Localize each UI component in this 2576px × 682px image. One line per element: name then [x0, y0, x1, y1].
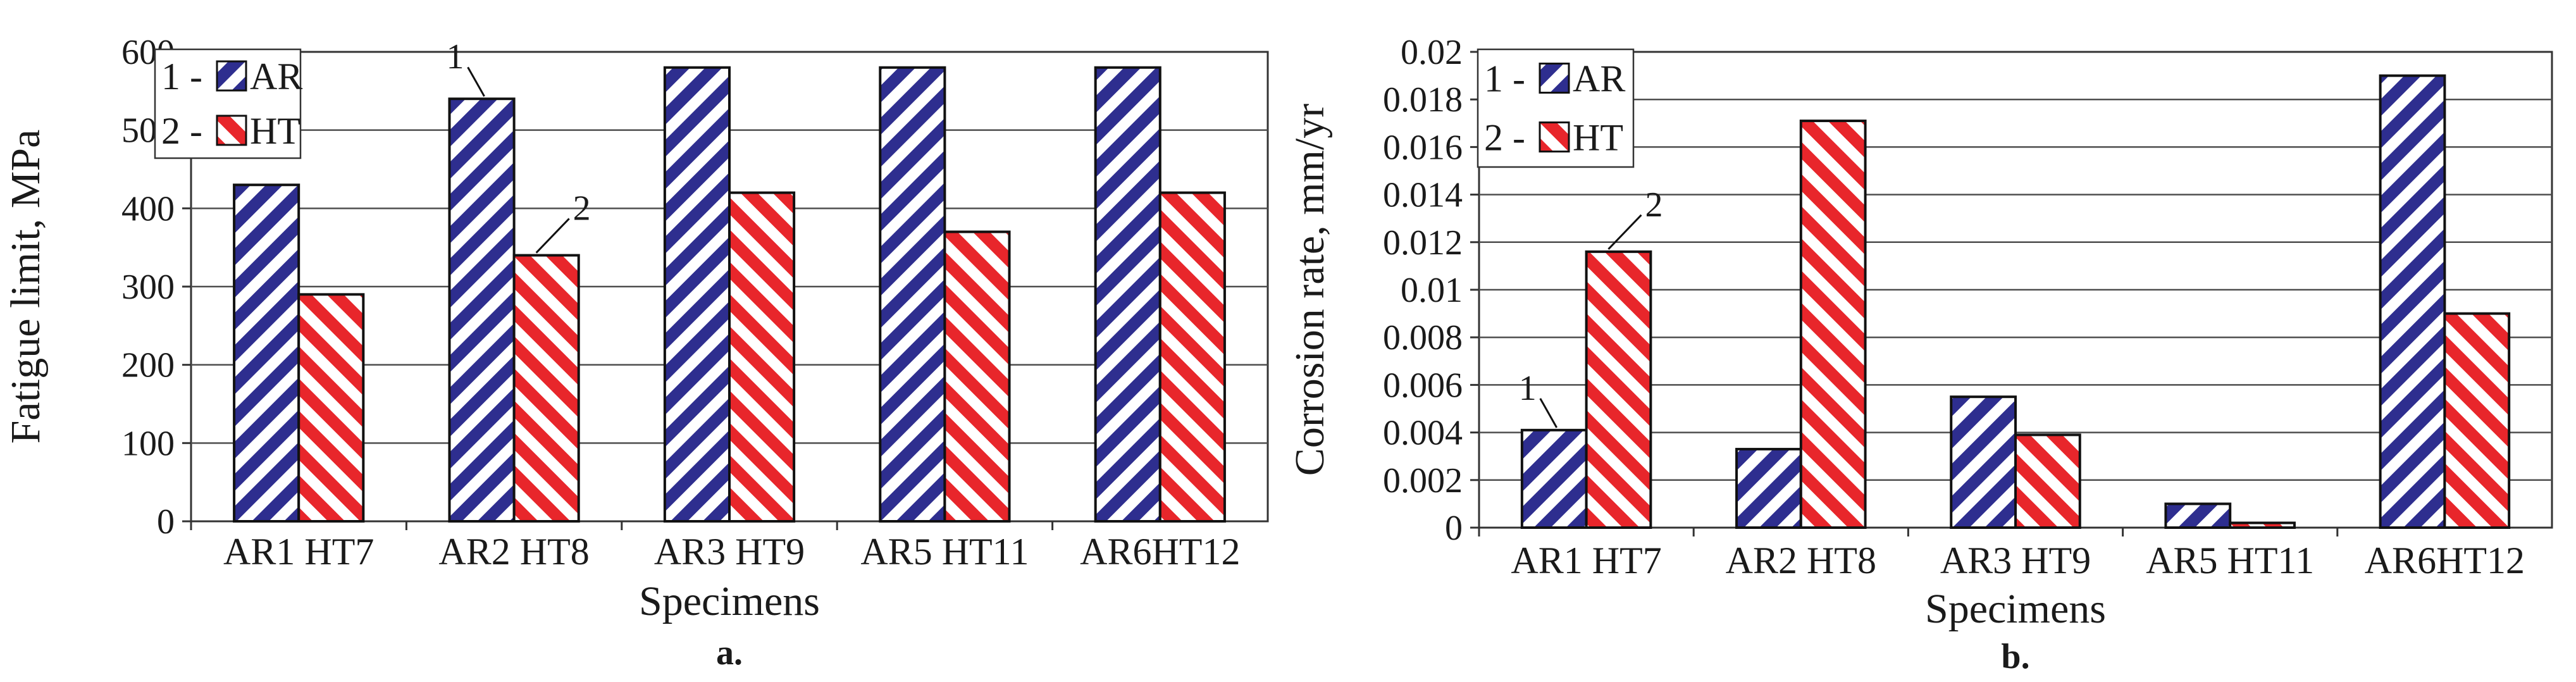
y-tick-label: 0.012 — [1383, 223, 1463, 263]
bar-ht-ar3-ht9 — [728, 191, 796, 523]
x-category-label: AR2 HT8 — [1726, 540, 1876, 581]
legend-prefix: 2 - — [161, 110, 202, 152]
x-category-label: AR6HT12 — [1080, 531, 1240, 573]
x-category-label: AR3 HT9 — [654, 531, 805, 573]
callout-leader-1 — [1539, 398, 1558, 428]
legend-swatch-ht — [216, 115, 247, 146]
bar-ht-ar1-ht7 — [297, 293, 365, 523]
legend-label: HT — [250, 110, 300, 152]
y-tick-label: 400 — [121, 189, 175, 228]
bar-ar-ar1-ht7 — [1520, 428, 1588, 530]
y-tick-label: 0.01 — [1401, 271, 1463, 310]
bar-ht-ar2-ht8 — [512, 254, 580, 523]
y-tick-label: 0.006 — [1383, 366, 1463, 405]
y-tick-label: 300 — [121, 268, 175, 307]
callout-leader-1 — [467, 66, 485, 97]
callout-leader-2 — [1607, 214, 1642, 250]
legend-label: AR — [1573, 58, 1625, 100]
y-tick-label: 0.008 — [1383, 318, 1463, 357]
legend-label: AR — [250, 56, 302, 97]
bar-ht-ar5-ht11 — [2229, 521, 2296, 529]
callout-label-2: 2 — [1645, 185, 1663, 225]
x-category-label: AR6HT12 — [2365, 540, 2525, 581]
bar-ar-ar5-ht11 — [879, 66, 946, 523]
bar-ar-ar6ht12 — [1094, 66, 1161, 523]
callout-label-2: 2 — [573, 189, 591, 228]
x-category-label: AR1 HT7 — [223, 531, 374, 573]
x-axis-title: Specimens — [1925, 586, 2106, 632]
legend-prefix: 1 - — [161, 56, 202, 97]
x-axis-title: Specimens — [639, 578, 820, 624]
panel-label: b. — [2001, 637, 2029, 676]
y-tick-label: 0.004 — [1383, 414, 1463, 453]
y-axis-title: Fatigue limit, MPa — [3, 130, 49, 444]
y-tick-label: 200 — [121, 346, 175, 385]
bar-ar-ar6ht12 — [2379, 74, 2446, 530]
bar-ar-ar2-ht8 — [1735, 447, 1802, 529]
callout-label-1: 1 — [447, 37, 464, 77]
chart-panel-b: 0 0.002 0.004 0.006 0.008 0.01 0.012 0.014 0.016… — [1287, 33, 2553, 676]
y-axis-title: Corrosion rate, mm/yr — [1287, 104, 1333, 476]
x-category-label: AR5 HT11 — [860, 531, 1029, 573]
y-tick-label: 0 — [157, 502, 175, 542]
bar-ar-ar1-ht7 — [233, 183, 300, 523]
bar-ar-ar3-ht9 — [1950, 395, 2017, 530]
callout-leader-2 — [535, 218, 570, 254]
x-category-label: AR2 HT8 — [438, 531, 589, 573]
y-tick-label: 0.02 — [1401, 33, 1463, 72]
x-category-label: AR1 HT7 — [1511, 540, 1661, 581]
y-tick-label: 0.018 — [1383, 80, 1463, 120]
bar-ar-ar3-ht9 — [663, 66, 731, 523]
y-tick-label: 0 — [1445, 509, 1463, 548]
legend-label: HT — [1573, 117, 1623, 159]
y-tick-label: 0.016 — [1383, 128, 1463, 167]
x-category-label: AR3 HT9 — [1940, 540, 2091, 581]
bar-ht-ar6ht12 — [1158, 191, 1226, 523]
bar-ht-ar5-ht11 — [943, 230, 1011, 523]
panel-label: a. — [716, 633, 743, 673]
legend-swatch-ar — [216, 60, 247, 92]
x-category-label: AR5 HT11 — [2146, 540, 2314, 581]
legend-prefix: 1 - — [1484, 58, 1525, 100]
callout-label-1: 1 — [1519, 369, 1537, 408]
y-tick-label: 0.014 — [1383, 176, 1463, 215]
bar-ht-ar3-ht9 — [2014, 433, 2081, 529]
legend-swatch-ar — [1539, 63, 1570, 94]
bar-ar-ar5-ht11 — [2164, 502, 2232, 530]
y-tick-label: 0.002 — [1383, 461, 1463, 500]
legend-prefix: 2 - — [1484, 117, 1525, 159]
bar-ar-ar2-ht8 — [448, 97, 516, 523]
bar-ht-ar1-ht7 — [1585, 250, 1652, 529]
y-tick-label: 100 — [121, 424, 175, 463]
bar-ht-ar6ht12 — [2443, 312, 2511, 529]
legend-swatch-ht — [1539, 121, 1570, 152]
bar-ht-ar2-ht8 — [1799, 120, 1867, 530]
